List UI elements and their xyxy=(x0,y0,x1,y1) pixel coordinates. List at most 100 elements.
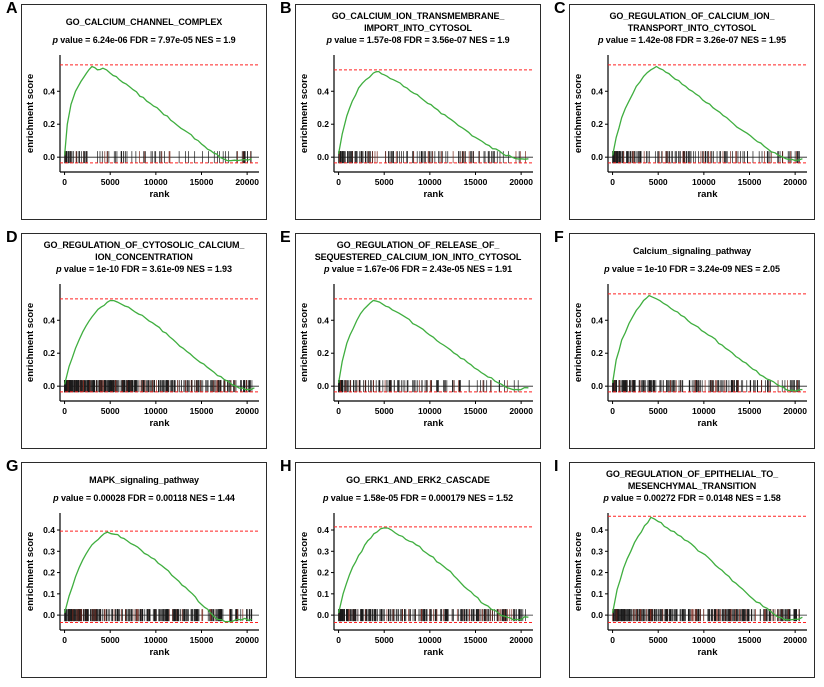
x-axis-title: rank xyxy=(697,418,718,429)
panel-title-line: GO_CALCIUM_ION_TRANSMEMBRANE_ xyxy=(331,11,505,21)
panel-stats: p value = 1.58e-05 FDR = 0.000179 NES = … xyxy=(323,493,513,507)
gsea-plot: 0.0 0.2 0.4 0 5000 10000 15000 20000 rank enrichm… xyxy=(573,284,807,429)
panel-box: GO_CALCIUM_CHANNEL_COMPLEX p value = 6.2… xyxy=(21,4,267,220)
x-tick-label: 0 xyxy=(610,177,615,187)
y-tick-label: 0.2 xyxy=(317,119,329,129)
panel-title-line: TRANSPORT_INTO_CYTOSOL xyxy=(627,23,757,33)
x-tick-label: 10000 xyxy=(418,635,442,645)
gsea-plot: 0.0 0.1 0.2 0.3 0.4 0 5000 10000 15000 20000 rank e… xyxy=(25,513,259,658)
panel-label: G xyxy=(6,458,19,475)
panel-label: B xyxy=(280,0,292,17)
panel-title-line: GO_REGULATION_OF_CYTOSOLIC_CALCIUM_ xyxy=(43,240,245,250)
panel-title-line: GO_REGULATION_OF_RELEASE_OF_ xyxy=(336,240,500,250)
x-tick-label: 5000 xyxy=(649,406,668,416)
x-axis-title: rank xyxy=(423,418,444,429)
y-tick-label: 0.0 xyxy=(317,152,329,162)
panel-title-line: SEQUESTERED_CALCIUM_ION_INTO_CYTOSOL xyxy=(314,252,522,262)
x-tick-label: 20000 xyxy=(509,406,533,416)
panel-box: Calcium_signaling_pathway p value = 1e-1… xyxy=(569,233,815,449)
y-tick-label: 0.4 xyxy=(317,525,329,535)
x-tick-label: 0 xyxy=(336,635,341,645)
x-tick-label: 0 xyxy=(62,406,67,416)
panel-stats: p value = 1.42e-08 FDR = 3.26e-07 NES = … xyxy=(598,35,786,49)
enrichment-curve xyxy=(611,294,803,392)
x-tick-label: 5000 xyxy=(101,177,120,187)
y-tick-label: 0.0 xyxy=(591,152,603,162)
y-tick-label: 0.3 xyxy=(591,546,603,556)
x-tick-label: 20000 xyxy=(509,177,533,187)
y-tick-label: 0.0 xyxy=(43,610,55,620)
panel-title: GO_REGULATION_OF_CALCIUM_ION_ TRANSPORT_I… xyxy=(610,9,775,35)
x-axis-title: rank xyxy=(149,647,170,658)
stats-p: p xyxy=(323,493,329,503)
stats-p: p xyxy=(604,264,610,274)
panel-I: I GO_REGULATION_OF_EPITHELIAL_TO_ MESENCH… xyxy=(549,458,823,687)
panel-title-line: GO_REGULATION_OF_CALCIUM_ION_ xyxy=(609,11,775,21)
panel-title-line: GO_REGULATION_OF_EPITHELIAL_TO_ xyxy=(605,469,779,479)
panel-H: H GO_ERK1_AND_ERK2_CASCADE p value = 1.5… xyxy=(275,458,549,687)
x-tick-label: 5000 xyxy=(101,406,120,416)
x-tick-label: 20000 xyxy=(783,635,807,645)
panel-label: C xyxy=(554,0,566,17)
panel-stats: p value = 1e-10 FDR = 3.61e-09 NES = 1.9… xyxy=(56,264,232,278)
x-tick-label: 0 xyxy=(610,406,615,416)
panel-box: MAPK_signaling_pathway p value = 0.00028… xyxy=(21,462,267,678)
stats-p: p xyxy=(53,493,59,503)
stats-text: value = 1e-10 FDR = 3.24e-09 NES = 2.05 xyxy=(609,264,780,274)
enrichment-curve xyxy=(611,516,803,621)
x-axis-title: rank xyxy=(697,189,718,200)
y-tick-label: 0.0 xyxy=(43,381,55,391)
hit-ticks xyxy=(64,609,253,622)
x-axis-title: rank xyxy=(697,647,718,658)
stats-p: p xyxy=(52,35,58,45)
x-tick-label: 10000 xyxy=(692,177,716,187)
enrichment-curve xyxy=(337,299,529,391)
gsea-plot: 0.0 0.2 0.4 0 5000 10000 15000 20000 rank enrichm… xyxy=(573,55,807,200)
panel-label: H xyxy=(280,458,292,475)
y-tick-label: 0.0 xyxy=(591,610,603,620)
stats-text: value = 1.57e-08 FDR = 3.56e-07 NES = 1.… xyxy=(331,35,510,45)
gsea-plot: 0.0 0.1 0.2 0.3 0.4 0 5000 10000 15000 20000 rank e… xyxy=(573,513,807,658)
y-tick-label: 0.2 xyxy=(591,119,603,129)
panel-stats: p value = 1.57e-08 FDR = 3.56e-07 NES = … xyxy=(326,35,509,49)
y-tick-label: 0.3 xyxy=(43,546,55,556)
y-axis-title: enrichment score xyxy=(25,532,36,611)
x-tick-label: 15000 xyxy=(190,635,214,645)
x-tick-label: 5000 xyxy=(649,177,668,187)
panel-C: C GO_REGULATION_OF_CALCIUM_ION_ TRANSPORT… xyxy=(549,0,823,229)
panel-label: D xyxy=(6,229,18,246)
panel-box: GO_REGULATION_OF_EPITHELIAL_TO_ MESENCHYM… xyxy=(569,462,815,678)
x-tick-label: 5000 xyxy=(101,635,120,645)
x-tick-label: 10000 xyxy=(144,406,168,416)
y-axis-title: enrichment score xyxy=(573,303,584,382)
x-tick-label: 10000 xyxy=(418,177,442,187)
panel-F: F Calcium_signaling_pathway p value = 1e… xyxy=(549,229,823,458)
panel-title-line: IMPORT_INTO_CYTOSOL xyxy=(364,23,472,33)
panel-box: GO_CALCIUM_ION_TRANSMEMBRANE_ IMPORT_INTO… xyxy=(295,4,541,220)
gsea-plot: 0.0 0.2 0.4 0 5000 10000 15000 20000 rank enrichm… xyxy=(299,284,533,429)
stats-text: value = 6.24e-06 FDR = 7.97e-05 NES = 1.… xyxy=(57,35,236,45)
y-tick-label: 0.2 xyxy=(591,348,603,358)
x-tick-label: 15000 xyxy=(738,177,762,187)
x-axis-title: rank xyxy=(149,189,170,200)
x-tick-label: 10000 xyxy=(144,177,168,187)
x-tick-label: 20000 xyxy=(235,406,259,416)
x-tick-label: 0 xyxy=(336,177,341,187)
y-tick-label: 0.2 xyxy=(317,348,329,358)
panel-title-line: Calcium_signaling_pathway xyxy=(632,246,752,256)
y-tick-label: 0.4 xyxy=(43,315,55,325)
x-tick-label: 20000 xyxy=(509,635,533,645)
gsea-plot: 0.0 0.2 0.4 0 5000 10000 15000 20000 rank enrichm… xyxy=(25,55,259,200)
y-tick-label: 0.0 xyxy=(317,610,329,620)
x-axis-title: rank xyxy=(423,647,444,658)
panel-title: Calcium_signaling_pathway xyxy=(633,238,751,264)
x-tick-label: 20000 xyxy=(235,177,259,187)
x-tick-label: 20000 xyxy=(235,635,259,645)
y-axis-title: enrichment score xyxy=(573,532,584,611)
panel-box: GO_REGULATION_OF_RELEASE_OF_ SEQUESTERED_… xyxy=(295,233,541,449)
panel-A: A GO_CALCIUM_CHANNEL_COMPLEX p value = 6… xyxy=(1,0,275,229)
y-axis-title: enrichment score xyxy=(299,532,310,611)
y-tick-label: 0.4 xyxy=(43,525,55,535)
panel-title-line: GO_CALCIUM_CHANNEL_COMPLEX xyxy=(65,17,223,27)
y-tick-label: 0.1 xyxy=(591,589,603,599)
